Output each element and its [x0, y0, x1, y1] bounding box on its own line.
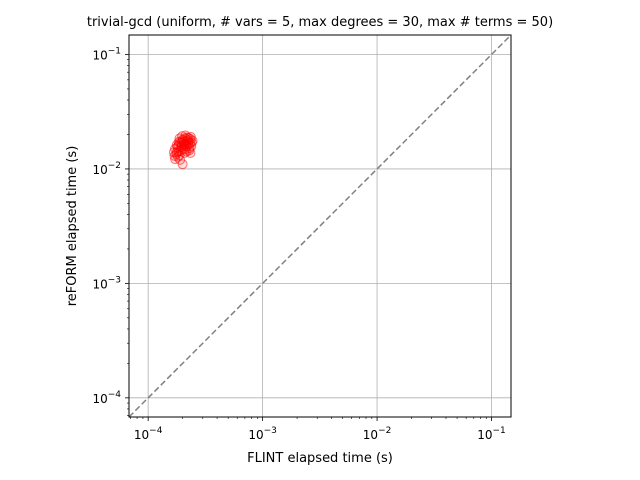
x-tick-base: 10: [477, 428, 492, 442]
x-tick-exponent: −4: [149, 426, 163, 436]
x-axis-ticks: 10−4 10−3 10−2 10−1: [130, 417, 506, 442]
y-tick-exponent: −1: [108, 46, 121, 56]
y-tick-exponent: −4: [108, 390, 122, 400]
y-tick-base: 10: [92, 48, 107, 62]
y-axis-label: reFORM elapsed time (s): [65, 146, 80, 307]
x-tick-exponent: −3: [264, 426, 277, 436]
data-point: [185, 132, 196, 143]
x-tick-base: 10: [248, 428, 263, 442]
x-tick-label: 10−4: [134, 426, 163, 442]
x-tick-label: 10−2: [363, 426, 392, 442]
reference-line: [128, 34, 512, 418]
y-tick-label: 10−2: [92, 161, 121, 177]
data-point: [185, 147, 196, 158]
y-tick-base: 10: [92, 163, 107, 177]
data-point: [169, 150, 180, 161]
data-points: [168, 130, 198, 170]
diagonal-reference-line: [128, 34, 512, 418]
y-tick-base: 10: [92, 392, 107, 406]
plot-frame: [128, 34, 512, 418]
data-point: [179, 139, 190, 150]
grid-lines: [129, 35, 511, 417]
y-tick-base: 10: [92, 277, 107, 291]
x-tick-exponent: −2: [378, 426, 391, 436]
x-tick-base: 10: [134, 428, 149, 442]
y-tick-label: 10−4: [92, 390, 121, 406]
y-tick-exponent: −2: [108, 161, 121, 171]
chart-title: trivial-gcd (uniform, # vars = 5, max de…: [87, 15, 553, 30]
x-tick-label: 10−3: [248, 426, 277, 442]
y-axis-ticks: 10−410−310−210−1: [92, 46, 129, 416]
x-tick-base: 10: [363, 428, 378, 442]
x-axis-label: FLINT elapsed time (s): [247, 451, 393, 466]
y-tick-label: 10−1: [92, 46, 121, 62]
x-tick-exponent: −1: [493, 426, 506, 436]
y-tick-label: 10−3: [92, 275, 121, 291]
data-point: [177, 159, 188, 170]
x-tick-label: 10−1: [477, 426, 506, 442]
y-tick-exponent: −3: [108, 275, 121, 285]
